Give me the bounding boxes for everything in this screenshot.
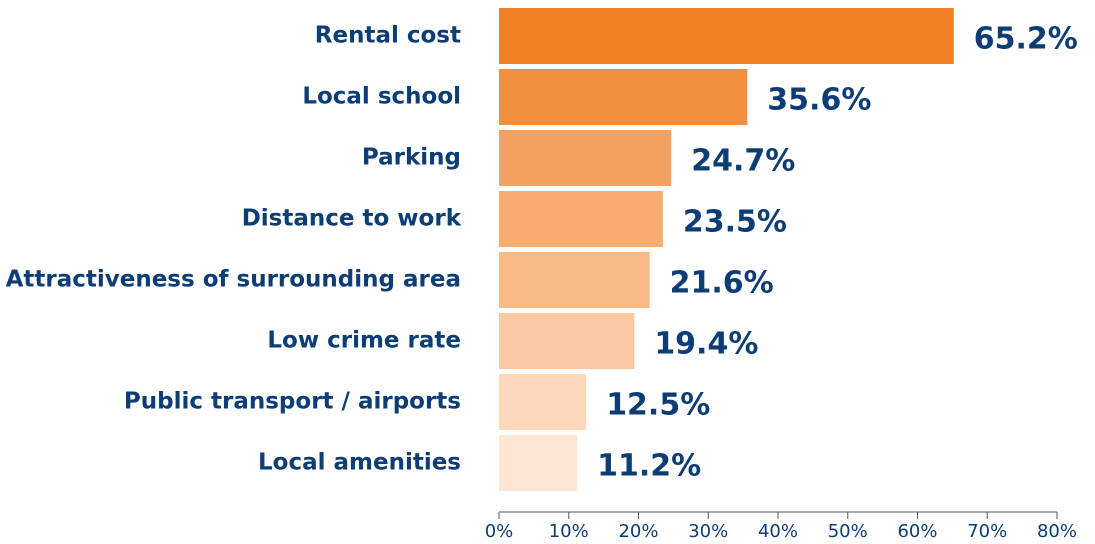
value-label: 35.6%: [767, 83, 871, 118]
value-label: 11.2%: [597, 449, 701, 484]
value-label: 12.5%: [606, 388, 710, 423]
x-tick-label: 40%: [758, 521, 798, 542]
x-tick-label: 0%: [485, 521, 514, 542]
bar: [499, 313, 635, 369]
category-label: Rental cost: [315, 23, 461, 49]
category-label: Low crime rate: [267, 328, 461, 354]
value-label: 65.2%: [974, 22, 1078, 57]
category-label: Local school: [302, 84, 461, 110]
category-label: Distance to work: [242, 206, 462, 232]
category-label: Attractiveness of surrounding area: [6, 267, 461, 293]
bar: [499, 69, 748, 125]
x-tick-label: 50%: [828, 521, 868, 542]
x-tick-label: 30%: [688, 521, 728, 542]
x-tick-label: 70%: [967, 521, 1007, 542]
bar: [499, 191, 663, 247]
category-label: Local amenities: [258, 450, 461, 476]
x-tick-label: 80%: [1037, 521, 1077, 542]
x-tick-label: 60%: [897, 521, 937, 542]
value-label: 21.6%: [670, 266, 774, 301]
category-label: Parking: [362, 145, 461, 171]
value-label: 23.5%: [683, 205, 787, 240]
bar: [499, 130, 672, 186]
x-tick-label: 20%: [618, 521, 658, 542]
category-label: Public transport / airports: [124, 389, 461, 415]
bar: [499, 252, 650, 308]
value-label: 19.4%: [654, 327, 758, 362]
x-tick-label: 10%: [549, 521, 589, 542]
bar: [499, 435, 578, 491]
bar: [499, 374, 587, 430]
value-label: 24.7%: [691, 144, 795, 179]
bar: [499, 8, 954, 64]
